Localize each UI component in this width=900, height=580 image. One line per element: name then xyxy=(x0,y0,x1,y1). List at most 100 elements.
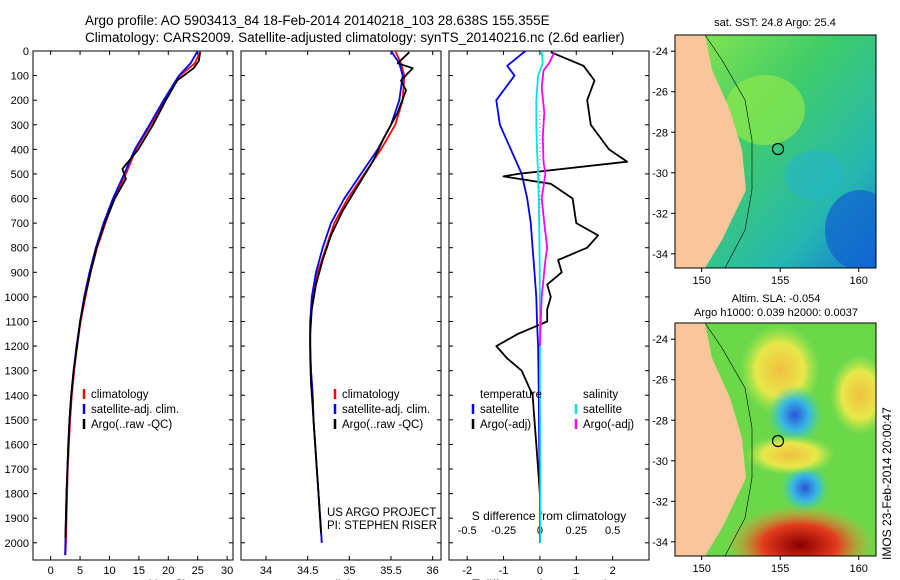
x-tick-label: 10 xyxy=(103,565,115,577)
x-tick-label: 35.5 xyxy=(380,565,401,577)
map-lat-label: -34 xyxy=(652,249,668,261)
y-tick-label: 800 xyxy=(11,243,29,255)
x-axis-label: T difference from climatology xyxy=(472,577,626,580)
y-tick-label: 600 xyxy=(11,194,29,206)
sla-map-title-line1: Altim. SLA: -0.054 xyxy=(732,293,821,305)
y-tick-label: 300 xyxy=(11,120,29,132)
y-tick-label: 700 xyxy=(11,218,29,230)
x-tick-label: 30 xyxy=(221,565,233,577)
x-tick-label: 15 xyxy=(133,565,145,577)
map-lat-label: -26 xyxy=(652,87,668,99)
legend-label: satellite xyxy=(583,404,622,416)
sst-argo-marker xyxy=(771,142,785,156)
legend-label: Argo(-adj) xyxy=(583,419,634,431)
series-line xyxy=(495,50,541,543)
series-line xyxy=(309,51,414,534)
x-tick-label: 0 xyxy=(537,565,543,577)
series-line xyxy=(64,50,202,556)
y-tick-label: 1500 xyxy=(5,415,29,427)
x2-tick-label: -0.25 xyxy=(491,525,516,537)
x-tick-label: 35 xyxy=(343,565,355,577)
x-tick-label: 2 xyxy=(610,565,616,577)
map-lon-label: 150 xyxy=(693,563,711,575)
y-tick-label: 1200 xyxy=(5,341,29,353)
chart-title-line1: Argo profile: AO 5903413_84 18-Feb-2014 … xyxy=(85,13,550,28)
map-lat-label: -32 xyxy=(652,208,668,220)
map-lat-label: -30 xyxy=(652,168,668,180)
map-lat-label: -30 xyxy=(652,456,668,468)
x2-tick-label: 0.5 xyxy=(605,525,620,537)
map-lon-label: 155 xyxy=(771,563,789,575)
y-tick-label: 1300 xyxy=(5,366,29,378)
map-lat-label: -28 xyxy=(652,415,668,427)
x-tick-label: -2 xyxy=(462,565,472,577)
sla-map-title-line2: Argo h1000: 0.039 h2000: 0.0037 xyxy=(694,307,858,319)
map-lon-label: 155 xyxy=(771,275,789,287)
panel-frame xyxy=(240,50,442,561)
legend-label: Argo(-adj) xyxy=(480,419,531,431)
y-tick-label: 1100 xyxy=(5,316,29,328)
sla-land xyxy=(675,323,746,556)
legend-sal-header: salinity xyxy=(583,389,618,401)
y-tick-label: 1700 xyxy=(5,464,29,476)
series-line xyxy=(64,52,201,538)
map-lon-label: 160 xyxy=(850,563,868,575)
y-tick-label: 2000 xyxy=(5,538,29,550)
y-tick-label: 500 xyxy=(11,169,29,181)
series-line xyxy=(309,50,404,543)
x2-tick-label: 0.25 xyxy=(566,525,587,537)
x-tick-label: 5 xyxy=(77,565,83,577)
series-line xyxy=(495,51,629,494)
panel-frame xyxy=(32,50,234,561)
x-tick-label: 1 xyxy=(573,565,579,577)
sst-land xyxy=(675,35,746,268)
map-lon-label: 150 xyxy=(693,275,711,287)
sst-map xyxy=(675,35,876,268)
x-axis-label: temperature (deg C) xyxy=(79,577,187,580)
panel-frame xyxy=(448,50,650,561)
y-tick-label: 1900 xyxy=(5,513,29,525)
map-lon-label: 160 xyxy=(850,275,868,287)
map-lat-label: -34 xyxy=(652,537,668,549)
map-lat-label: -32 xyxy=(652,496,668,508)
x2-tick-label: -0.5 xyxy=(458,525,477,537)
x-axis-label: salinity xyxy=(323,577,360,580)
credit-line1: US ARGO PROJECT xyxy=(327,507,436,519)
x-tick-label: -1 xyxy=(499,565,509,577)
map-lat-label: -24 xyxy=(652,46,668,58)
map-lat-label: -24 xyxy=(652,334,668,346)
x-tick-label: 25 xyxy=(192,565,204,577)
map-lat-label: -26 xyxy=(652,375,668,387)
x2-axis-label: S difference from climatology xyxy=(472,509,627,523)
y-tick-label: 900 xyxy=(11,267,29,279)
y-tick-label: 1600 xyxy=(5,439,29,451)
imos-stamp: IMOS 23-Feb-2014 20:00:47 xyxy=(880,407,894,560)
sla-argo-marker xyxy=(771,434,785,448)
map-lat-label: -28 xyxy=(652,127,668,139)
series-line xyxy=(539,51,556,347)
y-tick-label: 400 xyxy=(11,144,29,156)
x-tick-label: 34 xyxy=(260,565,272,577)
legend-label: climatology xyxy=(342,389,400,401)
chart-title-line2: Climatology: CARS2009. Satellite-adjuste… xyxy=(85,30,625,45)
y-tick-label: 1400 xyxy=(5,390,29,402)
legend-label: satellite xyxy=(480,404,519,416)
y-tick-label: 100 xyxy=(11,71,29,83)
y-tick-label: 1800 xyxy=(5,489,29,501)
y-tick-label: 200 xyxy=(11,95,29,107)
y-tick-label: 0 xyxy=(23,46,29,58)
legend-label: Argo(..raw -QC) xyxy=(91,419,172,431)
x-tick-label: 36 xyxy=(427,565,439,577)
credit-line2: PI: STEPHEN RISER xyxy=(327,520,437,532)
legend-label: climatology xyxy=(91,389,149,401)
y-tick-label: 1000 xyxy=(5,292,29,304)
sst-map-title: sat. SST: 24.8 Argo: 25.4 xyxy=(714,17,836,29)
legend-label: Argo(..raw -QC) xyxy=(342,419,423,431)
x-tick-label: 34.5 xyxy=(297,565,318,577)
legend-label: satellite-adj. clim. xyxy=(342,404,430,416)
x-tick-label: 0 xyxy=(48,565,54,577)
legend-temp-header: temperature xyxy=(480,389,542,401)
legend-label: satellite-adj. clim. xyxy=(91,404,179,416)
x-tick-label: 20 xyxy=(162,565,174,577)
